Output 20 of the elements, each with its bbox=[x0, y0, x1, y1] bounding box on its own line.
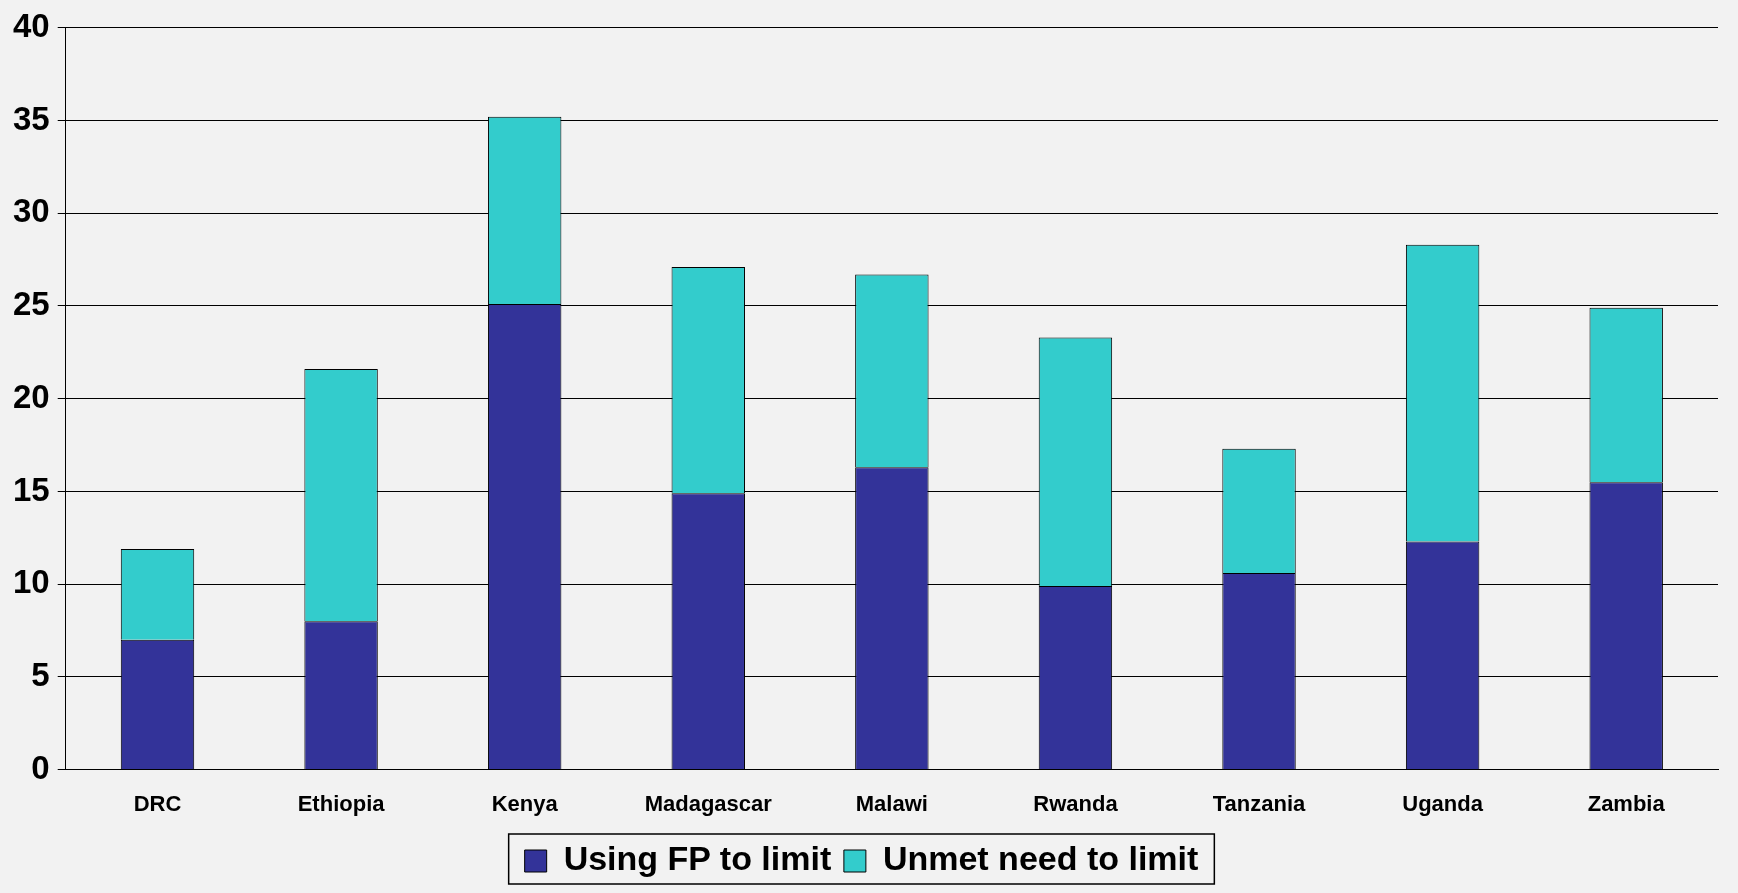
y-tick-label: 10 bbox=[12, 563, 50, 601]
x-tick-label: Rwanda bbox=[1033, 790, 1119, 816]
x-tick-label: Kenya bbox=[491, 790, 559, 816]
x-tick-label: Tanzania bbox=[1212, 790, 1307, 816]
x-tick-label: Zambia bbox=[1587, 790, 1666, 816]
x-tick-label: Ethiopia bbox=[297, 790, 386, 816]
x-tick-label: Uganda bbox=[1402, 790, 1484, 816]
x-tick-label: Malawi bbox=[855, 790, 928, 816]
x-tick-label: Madagascar bbox=[644, 790, 773, 816]
y-tick-label: 25 bbox=[12, 285, 50, 323]
y-tick-label: 40 bbox=[12, 6, 50, 44]
legend-label: Using FP to limit bbox=[563, 839, 832, 878]
y-tick-label: 35 bbox=[12, 99, 50, 137]
y-tick-label: 20 bbox=[12, 377, 50, 415]
y-tick-label: 15 bbox=[12, 470, 50, 508]
y-tick-label: 5 bbox=[31, 655, 50, 693]
x-tick-label: DRC bbox=[133, 790, 182, 816]
y-tick-label: 30 bbox=[12, 192, 50, 230]
y-tick-label: 0 bbox=[31, 748, 50, 786]
legend-label: Unmet need to limit bbox=[882, 839, 1199, 878]
